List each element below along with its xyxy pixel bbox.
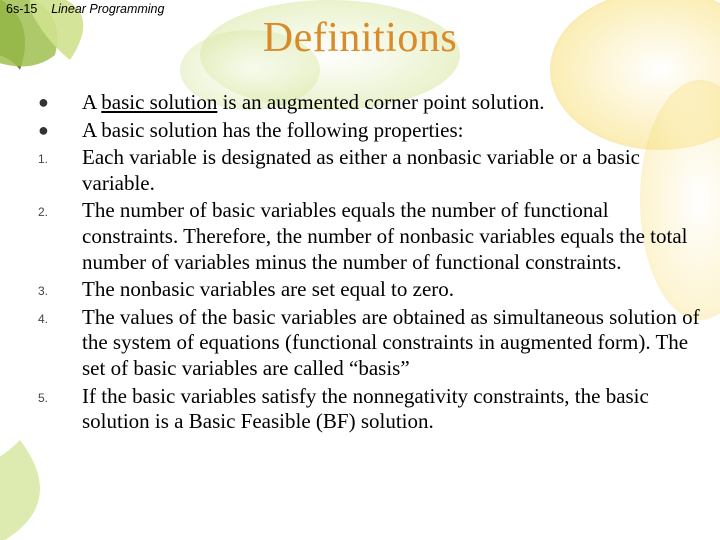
list-text: A basic solution has the following prope… [82, 118, 700, 144]
list-item: ●A basic solution has the following prop… [20, 118, 700, 144]
list-text: The number of basic variables equals the… [82, 198, 700, 275]
list-marker: 5. [20, 384, 82, 405]
list-item: 5.If the basic variables satisfy the non… [20, 384, 700, 435]
list-item: ●A basic solution is an augmented corner… [20, 90, 700, 116]
content-list: ●A basic solution is an augmented corner… [20, 90, 700, 437]
list-text: The values of the basic variables are ob… [82, 305, 700, 382]
list-text: If the basic variables satisfy the nonne… [82, 384, 700, 435]
list-item: 4.The values of the basic variables are … [20, 305, 700, 382]
slide-title: Definitions [0, 14, 720, 62]
list-text: Each variable is designated as either a … [82, 145, 700, 196]
list-marker: ● [20, 118, 82, 141]
list-marker: 1. [20, 145, 82, 166]
list-marker: 2. [20, 198, 82, 219]
list-item: 3.The nonbasic variables are set equal t… [20, 277, 700, 303]
list-marker: 4. [20, 305, 82, 326]
list-item: 2.The number of basic variables equals t… [20, 198, 700, 275]
list-text: The nonbasic variables are set equal to … [82, 277, 700, 303]
list-marker: 3. [20, 277, 82, 298]
list-item: 1.Each variable is designated as either … [20, 145, 700, 196]
list-marker: ● [20, 90, 82, 113]
list-text: A basic solution is an augmented corner … [82, 90, 700, 116]
